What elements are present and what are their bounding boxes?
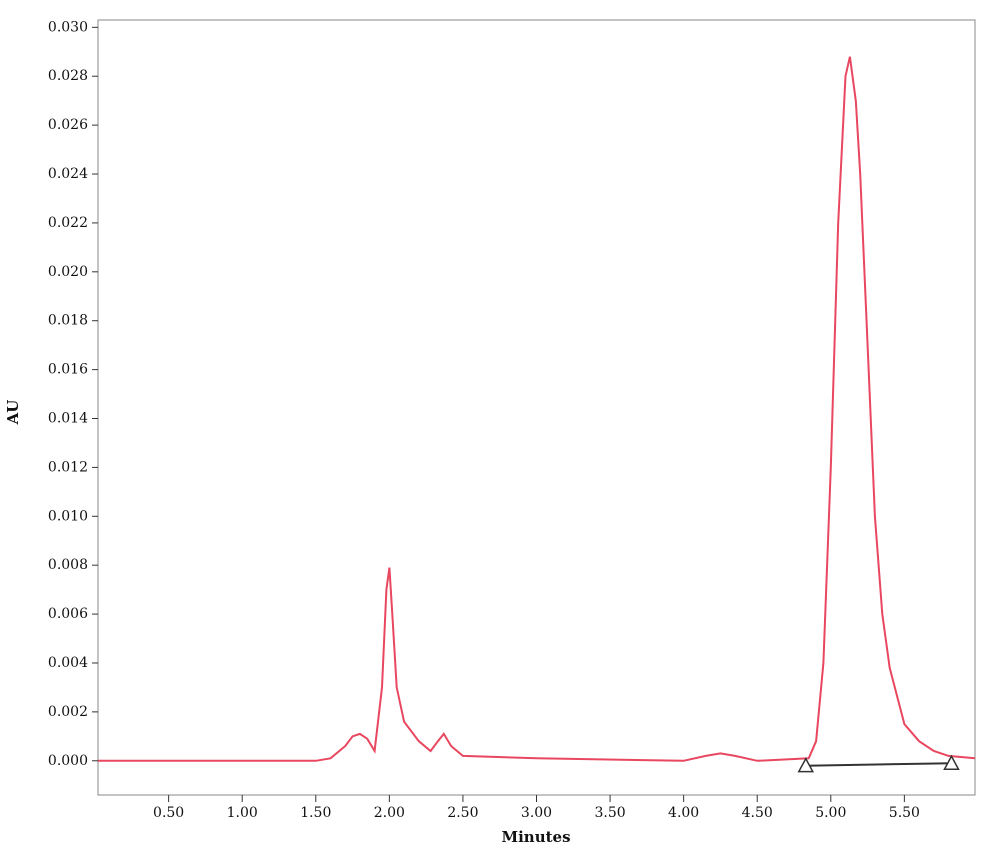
y-tick-label: 0.022	[48, 215, 88, 231]
y-tick-label: 0.024	[48, 166, 88, 182]
y-tick-label: 0.016	[48, 362, 88, 378]
x-tick-label: 1.00	[227, 805, 258, 821]
y-tick-label: 0.014	[48, 411, 88, 427]
data-line	[805, 762, 952, 767]
x-tick-label: 2.50	[447, 805, 478, 821]
y-tick-label: 0.028	[48, 68, 88, 84]
x-axis-title: Minutes	[501, 828, 570, 846]
x-tick-label: 5.00	[815, 805, 846, 821]
y-tick-label: 0.020	[48, 264, 88, 280]
y-tick-label: 0.018	[48, 313, 88, 329]
x-tick-label: 2.00	[374, 805, 405, 821]
y-tick-label: 0.006	[48, 606, 88, 622]
data-line	[98, 56, 976, 762]
y-tick-label: 0.002	[48, 704, 88, 720]
x-tick-label: 3.50	[594, 805, 625, 821]
y-axis-title: AU	[4, 400, 22, 426]
x-tick-label: 5.50	[889, 805, 920, 821]
y-tick-label: 0.008	[48, 557, 88, 573]
x-tick-label: 3.00	[521, 805, 552, 821]
x-tick-label: 0.50	[153, 805, 184, 821]
x-tick-label: 1.50	[300, 805, 331, 821]
peak-marker	[797, 757, 815, 773]
y-tick-label: 0.012	[48, 459, 88, 475]
x-tick-label: 4.50	[742, 805, 773, 821]
y-tick-label: 0.026	[48, 117, 88, 133]
y-tick-label: 0.004	[48, 655, 88, 671]
peak-marker	[943, 754, 960, 770]
y-tick-label: 0.010	[48, 508, 88, 524]
y-tick-label: 0.030	[48, 19, 88, 35]
y-tick-label: 0.000	[48, 753, 88, 769]
x-tick-label: 4.00	[668, 805, 699, 821]
